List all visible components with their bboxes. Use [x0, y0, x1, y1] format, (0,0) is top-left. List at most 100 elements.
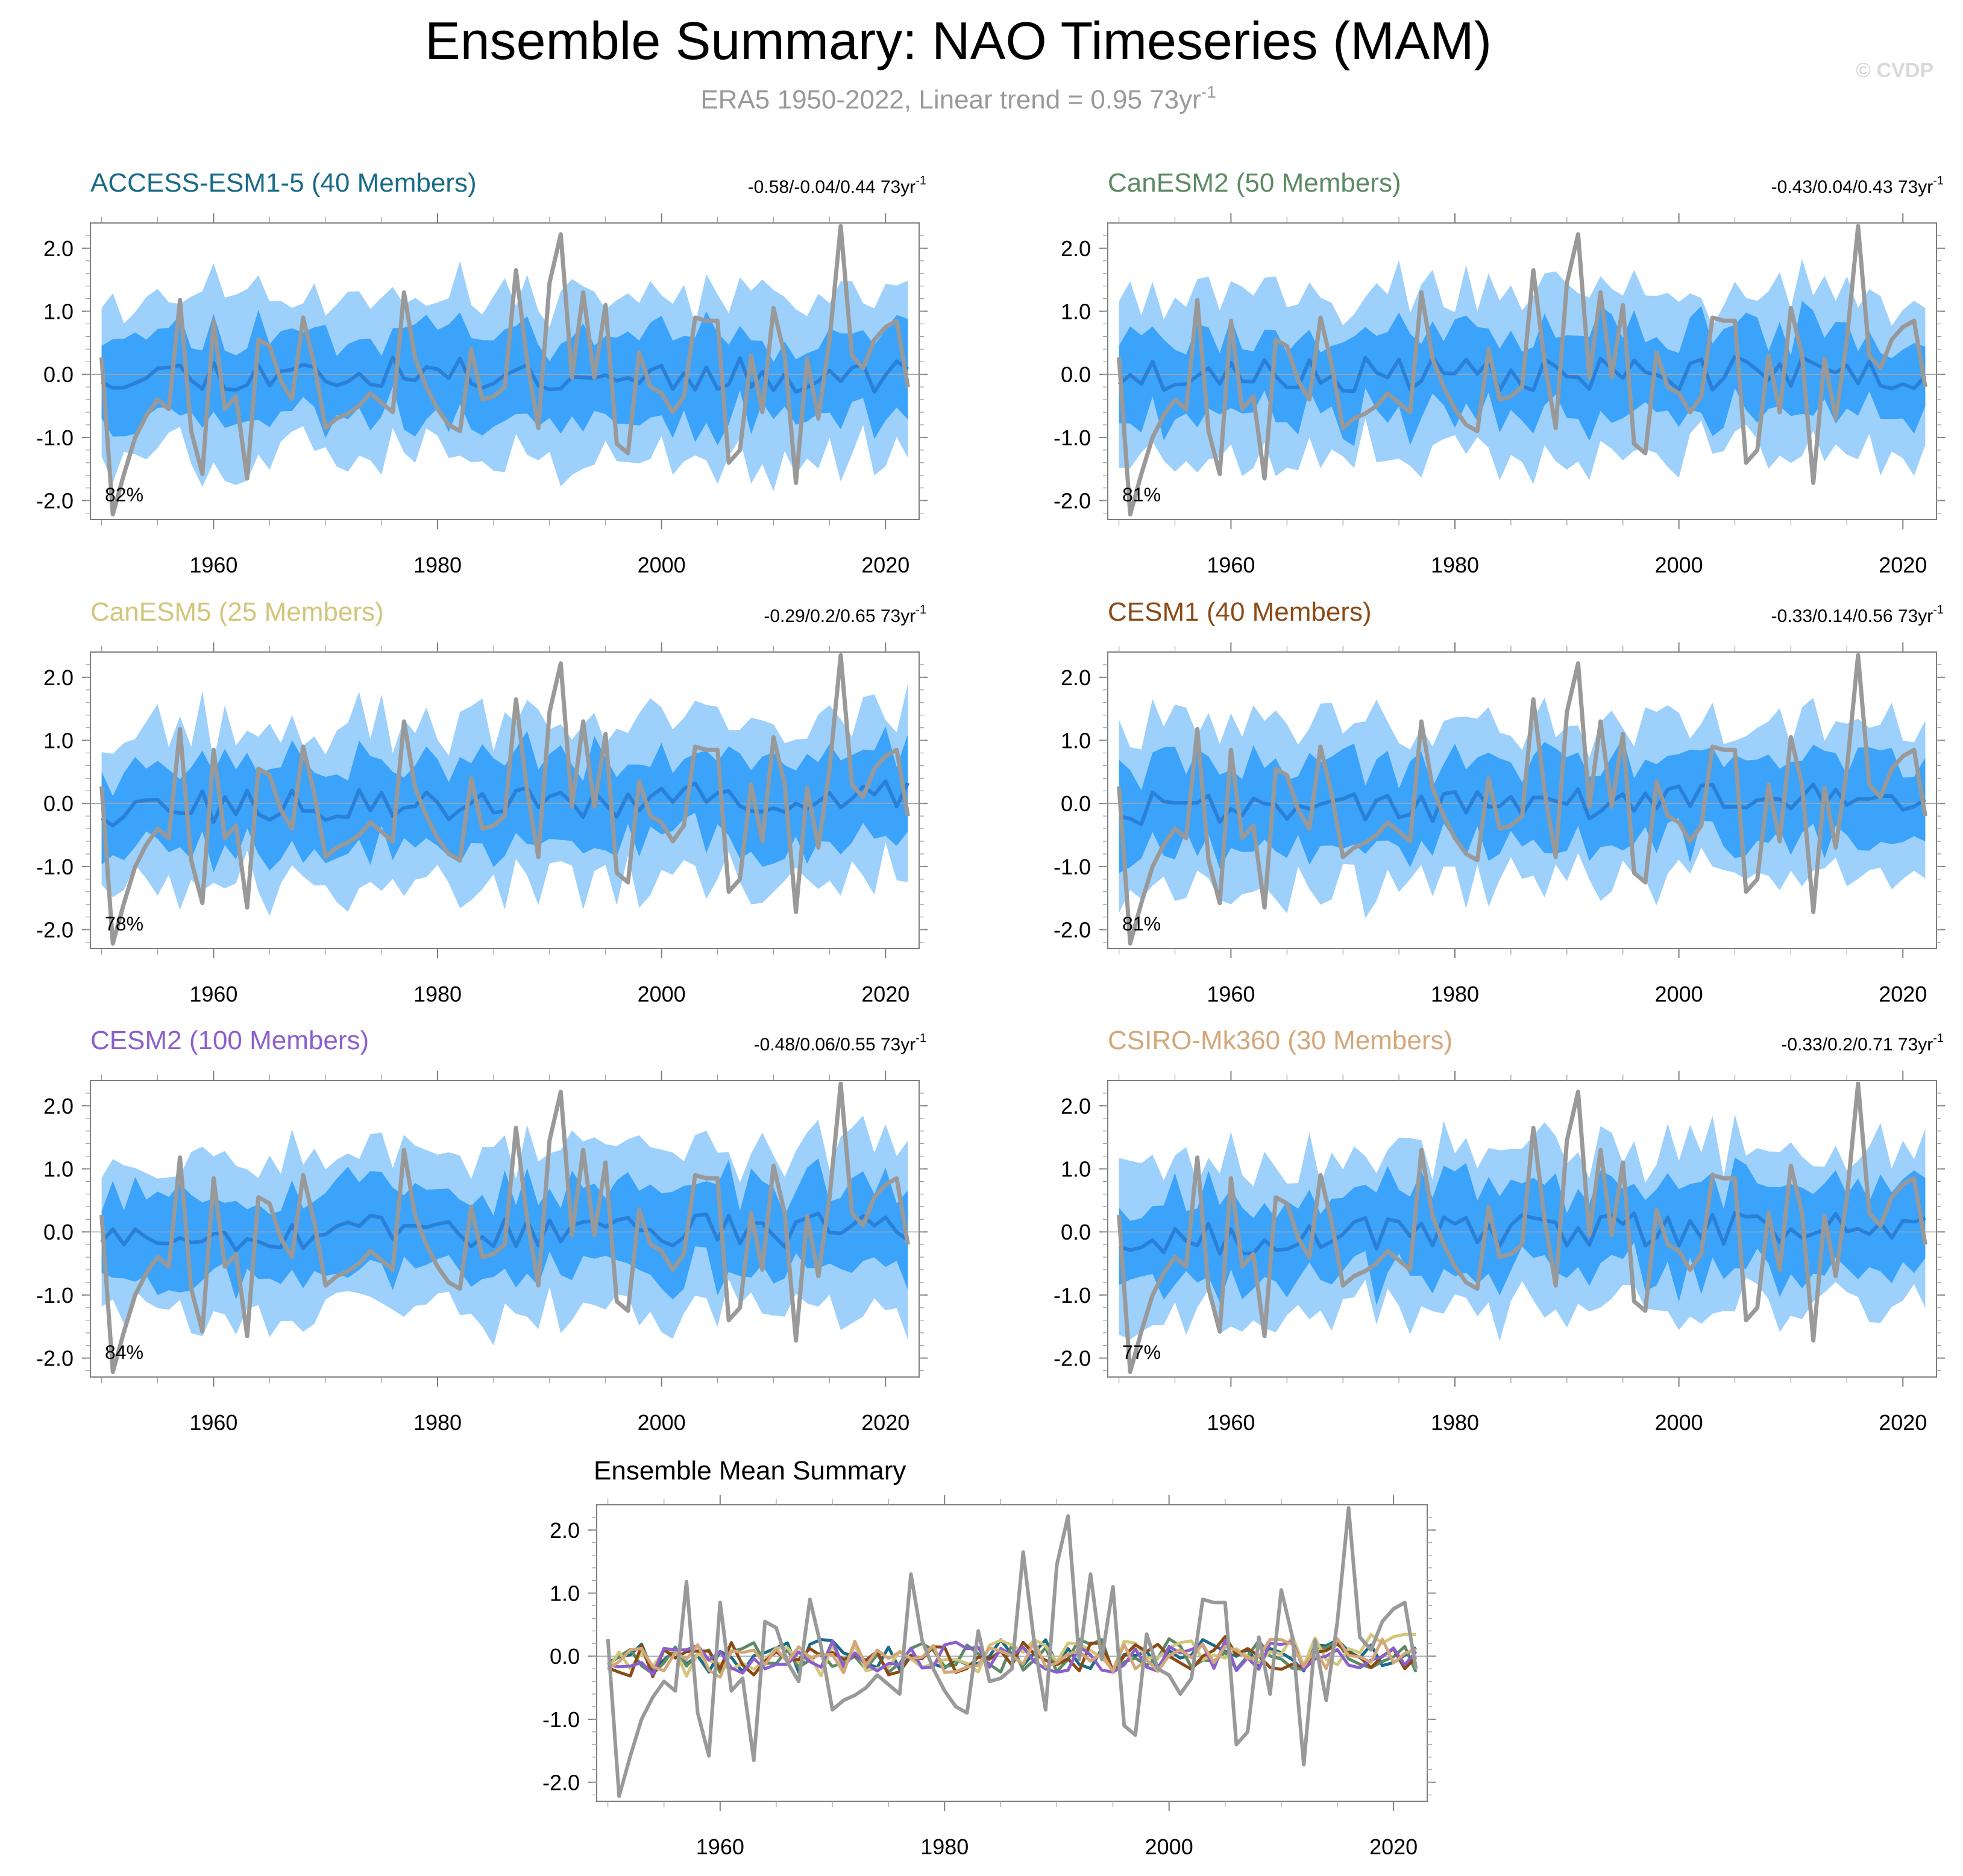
panel-2-ytick-label: 1.0 — [43, 729, 74, 753]
panel-1-trend-stats: -0.43/0.04/0.43 73yr-1 — [1771, 174, 1944, 197]
panel-5-xtick-label: 1980 — [1431, 1410, 1479, 1435]
panel-3-xtick-label: 1980 — [1431, 982, 1479, 1006]
panel-4-ytick-label: 1.0 — [43, 1157, 74, 1182]
panel-0-frame — [90, 222, 920, 520]
panel-1-ytick-label: 2.0 — [1061, 236, 1091, 261]
panel-1-ytick-label: 1.0 — [1061, 300, 1091, 324]
panel-5-title: CSIRO-Mk360 (30 Members) — [1108, 1026, 1453, 1055]
panel-5-trend-stats: -0.33/0.2/0.71 73yr-1 — [1781, 1032, 1944, 1055]
panel-1-percent-label: 81% — [1122, 484, 1161, 506]
panel-1-title: CanESM2 (50 Members) — [1108, 168, 1401, 198]
summary-observed-line — [606, 1506, 1418, 1798]
panel-5-ytick-label: -2.0 — [1054, 1346, 1091, 1371]
panel-0-xtick-label: 1960 — [189, 553, 237, 577]
panel-canesm5: 2.0 1.0 0.0 -1.0 -2.0 1960 1980 2000 2020 CanESM5… — [36, 597, 928, 1006]
panel-0-observed-line — [99, 224, 910, 517]
summary-xtick-label: 2000 — [1145, 1834, 1193, 1859]
panel-cesm2: 2.0 1.0 0.0 -1.0 -2.0 1960 1980 2000 2020 CESM2 (… — [36, 1026, 928, 1435]
panel-0-ytick-label: -2.0 — [36, 489, 74, 513]
panel-4-xtick-label: 2000 — [638, 1410, 686, 1435]
panel-access-esm1-5: 2.0 1.0 0.0 -1.0 -2.0 1960 1980 2000 2020 ACCESS-… — [36, 168, 928, 577]
panel-0-trend-stats-text: -0.58/-0.04/0.44 73yr — [748, 177, 916, 197]
panel-2-frame — [90, 651, 920, 949]
panel-4-xtick-label: 1980 — [413, 1410, 462, 1435]
panel-4-ytick-label: -1.0 — [36, 1283, 74, 1308]
panel-2-ytick-label: 2.0 — [43, 665, 74, 690]
panel-4-xtick-label: 1960 — [189, 1410, 237, 1435]
panel-2-ytick-label: -1.0 — [36, 855, 74, 879]
panel-4-ensemble-mean-line — [100, 1211, 909, 1252]
panel-cesm1: 2.0 1.0 0.0 -1.0 -2.0 1960 1980 2000 2020 CESM1 (… — [1054, 597, 1945, 1006]
panel-5-percent-label: 77% — [1122, 1341, 1161, 1363]
panel-1-xtick-label: 2020 — [1879, 553, 1927, 577]
panel-4-title: CESM2 (100 Members) — [90, 1026, 369, 1055]
panel-4-percent-label: 84% — [105, 1341, 143, 1363]
ensemble-mean-summary-panel: Ensemble Mean Summary 2.0 1.0 0.0 -1.0 -2.0 19… — [542, 1456, 1436, 1859]
panel-0-ytick-label: 0.0 — [43, 362, 74, 387]
panel-0-xtick-label: 2000 — [638, 553, 686, 577]
panel-3-title: CESM1 (40 Members) — [1108, 597, 1372, 627]
panel-1-trend-stats-sup: -1 — [1933, 174, 1944, 187]
summary-ytick-label: 1.0 — [550, 1581, 580, 1606]
summary-ytick-label: -2.0 — [542, 1771, 580, 1795]
panel-3-xtick-label: 2000 — [1655, 982, 1703, 1006]
panel-1-trend-stats-text: -0.43/0.04/0.43 73yr — [1771, 177, 1933, 197]
panel-5-frame — [1107, 1080, 1937, 1378]
panel-3-percent-label: 81% — [1122, 913, 1161, 935]
panel-3-frame — [1107, 651, 1937, 949]
summary-xtick-label: 1980 — [920, 1834, 969, 1859]
panel-1-ytick-label: -1.0 — [1054, 425, 1091, 450]
panel-2-xtick-label: 2020 — [861, 982, 909, 1006]
panel-3-xtick-label: 1960 — [1207, 982, 1255, 1006]
panel-4-frame — [90, 1080, 920, 1378]
panel-2-percent-label: 78% — [105, 913, 143, 935]
panel-2-trend-stats: -0.29/0.2/0.65 73yr-1 — [764, 603, 926, 626]
panels-layer: 2.0 1.0 0.0 -1.0 -2.0 1960 1980 2000 2020 ACCESS-… — [36, 168, 1945, 1435]
panel-1-ytick-label: -2.0 — [1054, 489, 1091, 513]
summary-title: Ensemble Mean Summary — [594, 1456, 906, 1485]
panel-2-xtick-label: 1960 — [189, 982, 237, 1006]
figure-subtitle: ERA5 1950-2022, Linear trend = 0.95 73yr… — [700, 83, 1216, 115]
cvdp-watermark: © CVDP — [1856, 59, 1933, 82]
panel-4-observed-line — [99, 1081, 910, 1375]
panel-3-trend-stats-sup: -1 — [1933, 603, 1944, 616]
panel-4-trend-stats-sup: -1 — [916, 1032, 926, 1045]
panel-5-xtick-label: 1960 — [1207, 1410, 1255, 1435]
panel-0-trend-stats-sup: -1 — [916, 174, 926, 187]
panel-1-ytick-label: 0.0 — [1061, 362, 1091, 387]
panel-3-observed-line — [1117, 653, 1927, 946]
subtitle-sup: -1 — [1201, 83, 1216, 101]
panel-5-ytick-label: 2.0 — [1061, 1094, 1091, 1118]
summary-ytick-label: -1.0 — [542, 1707, 580, 1732]
panel-1-xtick-label: 2000 — [1655, 553, 1703, 577]
panel-5-observed-line — [1117, 1081, 1927, 1375]
figure-title: Ensemble Summary: NAO Timeseries (MAM) — [425, 11, 1492, 71]
panel-0-percent-label: 82% — [105, 484, 143, 506]
panel-4-trend-stats-text: -0.48/0.06/0.55 73yr — [754, 1035, 916, 1055]
panel-0-ytick-label: -1.0 — [36, 425, 74, 450]
panel-0-title: ACCESS-ESM1-5 (40 Members) — [90, 168, 477, 198]
panel-0-xtick-label: 1980 — [413, 553, 462, 577]
panel-2-observed-line — [99, 653, 910, 946]
panel-1-xtick-label: 1960 — [1207, 553, 1255, 577]
summary-frame — [596, 1504, 1428, 1802]
panel-4-ytick-label: 2.0 — [43, 1094, 74, 1118]
panel-3-ytick-label: 1.0 — [1061, 729, 1091, 753]
panel-5-trend-stats-sup: -1 — [1933, 1032, 1944, 1045]
panel-1-xtick-label: 1980 — [1431, 553, 1479, 577]
panel-0-ytick-label: 1.0 — [43, 300, 74, 324]
panel-csiro-mk360: 2.0 1.0 0.0 -1.0 -2.0 1960 1980 2000 2020 CSIRO-M… — [1054, 1026, 1945, 1435]
panel-3-ytick-label: 0.0 — [1061, 791, 1091, 816]
panel-2-title: CanESM5 (25 Members) — [90, 597, 384, 627]
panel-2-ytick-label: -2.0 — [36, 918, 74, 943]
panel-3-trend-stats: -0.33/0.14/0.56 73yr-1 — [1771, 603, 1944, 626]
panel-3-xtick-label: 2020 — [1879, 982, 1927, 1006]
panel-2-xtick-label: 2000 — [638, 982, 686, 1006]
panel-1-frame — [1107, 222, 1937, 520]
panel-3-ytick-label: -1.0 — [1054, 855, 1091, 879]
summary-xtick-label: 2020 — [1369, 1834, 1418, 1859]
panel-5-xtick-label: 2000 — [1655, 1410, 1703, 1435]
panel-4-xtick-label: 2020 — [861, 1410, 909, 1435]
summary-ytick-label: 2.0 — [550, 1518, 580, 1543]
